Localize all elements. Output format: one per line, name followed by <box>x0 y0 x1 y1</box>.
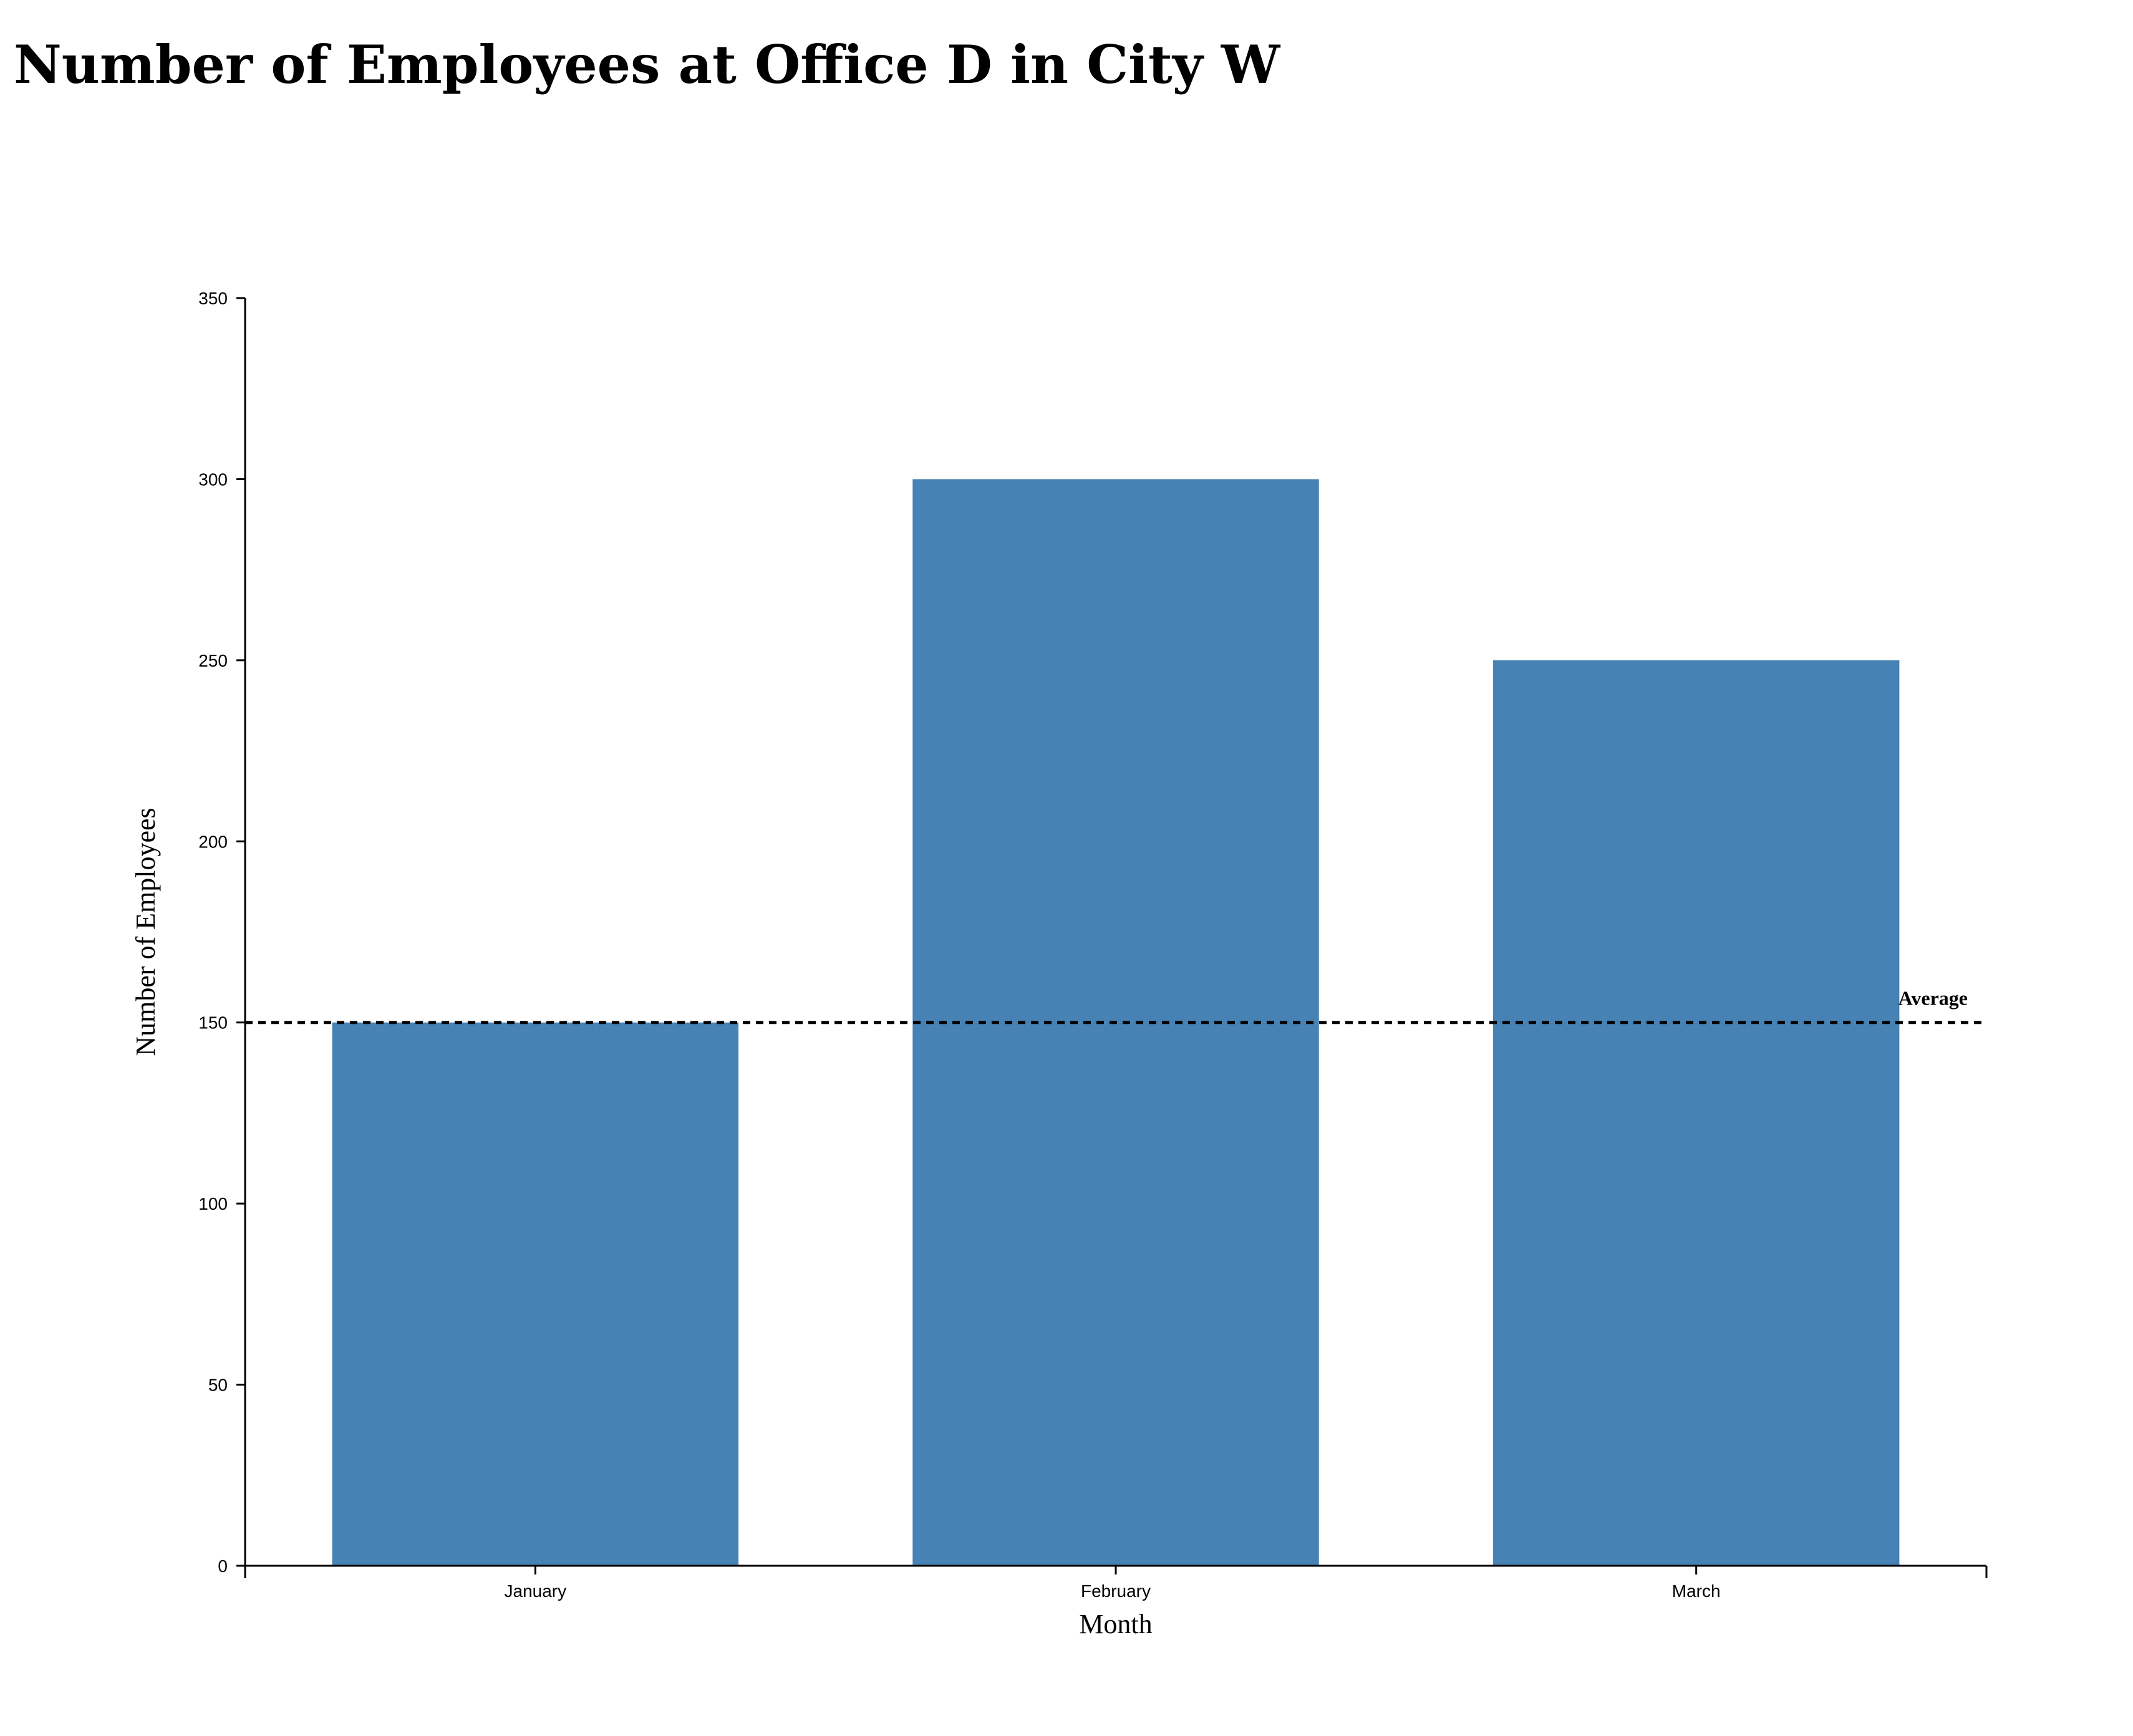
x-axis: January February March <box>244 1565 1988 1601</box>
y-axis-title: Number of Employees <box>130 808 161 1056</box>
x-axis-title: Month <box>1079 1609 1152 1639</box>
average-line-label: Average <box>1898 987 1968 1010</box>
y-tick-label: 150 <box>198 1013 228 1033</box>
y-tick-label: 200 <box>198 832 228 851</box>
x-tick-label-january: January <box>505 1581 567 1601</box>
y-tick-label: 300 <box>198 470 228 489</box>
chart-title: Number of Employees at Office D in City … <box>14 34 1280 95</box>
x-tick-label-march: March <box>1672 1581 1721 1601</box>
bar-march <box>1492 660 1900 1566</box>
y-tick-label: 350 <box>198 289 228 308</box>
x-tick-label-february: February <box>1081 1581 1151 1601</box>
bars-group <box>332 479 1900 1566</box>
y-axis: 0 50 100 150 200 250 300 350 <box>198 289 246 1576</box>
average-line-group: Average <box>245 987 1986 1025</box>
y-tick-label: 100 <box>198 1194 228 1213</box>
y-tick-label: 50 <box>208 1376 228 1395</box>
y-tick-label: 0 <box>218 1556 228 1576</box>
bar-january <box>332 1022 739 1566</box>
y-tick-label: 250 <box>198 651 228 670</box>
